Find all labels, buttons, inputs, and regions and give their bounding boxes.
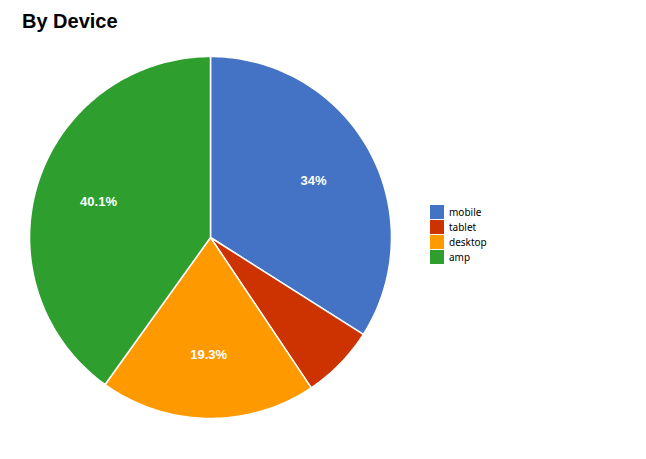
html-text:mobile: mobile <box>449 204 482 219</box>
html-text:amp: amp <box>449 249 471 264</box>
html-text:By Device: By Device <box>22 10 118 32</box>
html-text:tablet: tablet <box>449 219 477 234</box>
svg-text:40.1%: 40.1% <box>80 194 117 209</box>
html-text:desktop: desktop <box>449 234 487 249</box>
svg-text:19.3%: 19.3% <box>190 347 227 362</box>
svg-text:34%: 34% <box>301 173 327 188</box>
